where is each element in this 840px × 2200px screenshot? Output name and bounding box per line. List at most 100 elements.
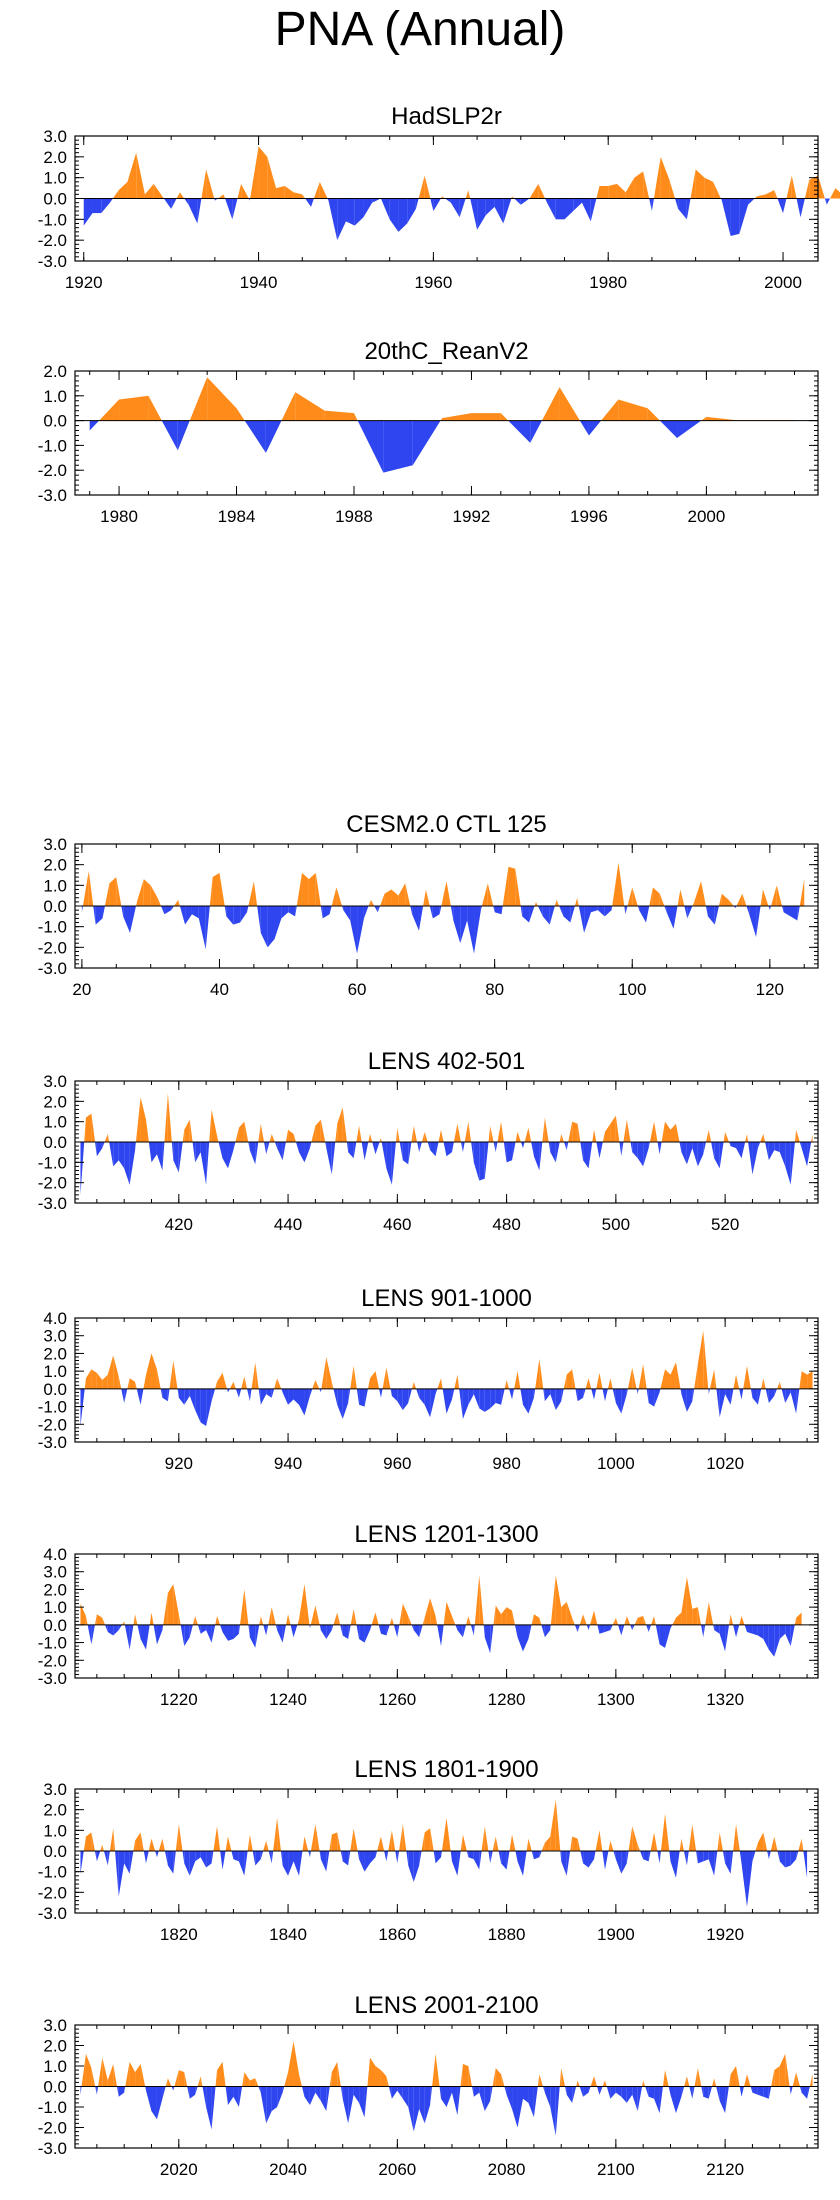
positive-area — [588, 1378, 592, 1389]
positive-area — [705, 1601, 709, 1625]
y-tick-label: 1.0 — [43, 1821, 67, 1840]
positive-area — [577, 1838, 581, 1851]
positive-area — [442, 196, 446, 199]
positive-area — [692, 901, 695, 906]
negative-area — [801, 2086, 808, 2099]
chart-title: LENS 1801-1900 — [354, 1756, 538, 1783]
negative-area — [156, 1624, 163, 1645]
negative-area — [197, 1624, 201, 1634]
positive-area — [219, 872, 225, 906]
negative-area — [233, 2086, 239, 2107]
positive-area — [460, 1834, 463, 1851]
positive-area — [697, 1607, 702, 1625]
negative-area — [555, 1142, 560, 1163]
negative-area — [744, 1624, 747, 1632]
positive-area — [760, 889, 763, 906]
negative-area — [271, 1388, 275, 1398]
chart-title: LENS 2001-2100 — [354, 1992, 538, 2019]
positive-area — [535, 1358, 540, 1389]
negative-area — [233, 1851, 239, 1862]
negative-area — [741, 2086, 744, 2097]
chart-title: CESM2.0 CTL 125 — [346, 811, 547, 838]
positive-area — [599, 1830, 603, 1851]
negative-area — [807, 1142, 812, 1167]
positive-area — [561, 1601, 567, 1625]
negative-area — [295, 906, 297, 917]
negative-area — [796, 1851, 799, 1860]
x-tick-label: 1000 — [597, 1454, 635, 1473]
negative-area — [493, 906, 495, 913]
negative-area — [298, 1388, 305, 1416]
negative-area — [646, 906, 650, 923]
negative-area — [733, 906, 736, 909]
negative-area — [752, 1142, 758, 1175]
positive-area — [508, 866, 516, 906]
positive-area — [465, 190, 469, 199]
negative-area — [417, 1142, 420, 1153]
positive-area — [653, 156, 661, 199]
positive-area — [481, 883, 488, 906]
negative-area — [348, 1142, 354, 1159]
y-tick-label: -2.0 — [38, 1174, 67, 1193]
negative-area — [473, 1624, 475, 1636]
negative-area — [506, 1851, 510, 1870]
negative-area — [467, 906, 475, 954]
negative-area — [399, 1142, 403, 1161]
negative-area — [659, 2086, 663, 2114]
negative-area — [790, 1624, 795, 1647]
negative-area — [785, 1851, 791, 1868]
negative-area — [375, 1142, 380, 1155]
negative-area — [686, 1388, 693, 1412]
negative-area — [337, 1388, 343, 1419]
negative-area — [412, 906, 419, 931]
negative-area — [129, 1851, 134, 1874]
negative-area — [750, 1388, 753, 1398]
positive-area — [308, 872, 316, 906]
positive-area — [555, 1575, 562, 1625]
negative-area — [96, 2086, 99, 2095]
negative-area — [501, 906, 503, 915]
positive-area — [281, 392, 296, 421]
y-tick-label: 0.0 — [43, 1842, 67, 1861]
positive-area — [380, 1836, 385, 1851]
x-tick-label: 60 — [348, 980, 367, 999]
positive-area — [127, 1378, 130, 1389]
negative-area — [187, 2086, 190, 2099]
positive-area — [730, 1614, 734, 1625]
x-tick-label: 1020 — [706, 1454, 744, 1473]
negative-area — [610, 2086, 616, 2099]
positive-area — [626, 1119, 631, 1142]
negative-area — [597, 906, 605, 917]
positive-area — [794, 1129, 797, 1142]
negative-area — [277, 1142, 283, 1161]
positive-area — [533, 1614, 540, 1625]
positive-area — [148, 395, 162, 421]
positive-area — [135, 1614, 138, 1625]
negative-area — [577, 1624, 580, 1632]
negative-area — [547, 198, 556, 220]
negative-area — [220, 1851, 223, 1870]
positive-area — [697, 2068, 702, 2087]
positive-area — [82, 870, 89, 906]
positive-area — [446, 1601, 452, 1625]
negative-area — [670, 1624, 673, 1629]
negative-area — [162, 2086, 166, 2099]
negative-area — [93, 906, 96, 925]
negative-area — [632, 1142, 638, 1159]
negative-area — [195, 1142, 201, 1163]
positive-area — [206, 169, 215, 199]
negative-area — [143, 1851, 147, 1864]
negative-area — [80, 1142, 85, 1195]
negative-area — [769, 906, 771, 911]
negative-area — [206, 1851, 212, 1868]
negative-area — [736, 1142, 742, 1159]
positive-area — [163, 1592, 168, 1625]
x-tick-label: 1960 — [414, 273, 452, 292]
positive-area — [119, 395, 149, 421]
positive-area — [255, 1362, 259, 1389]
positive-area — [755, 1842, 758, 1851]
negative-area — [725, 1851, 731, 1874]
positive-area — [537, 2074, 540, 2087]
negative-area — [115, 1851, 119, 1897]
negative-area — [342, 1388, 349, 1419]
